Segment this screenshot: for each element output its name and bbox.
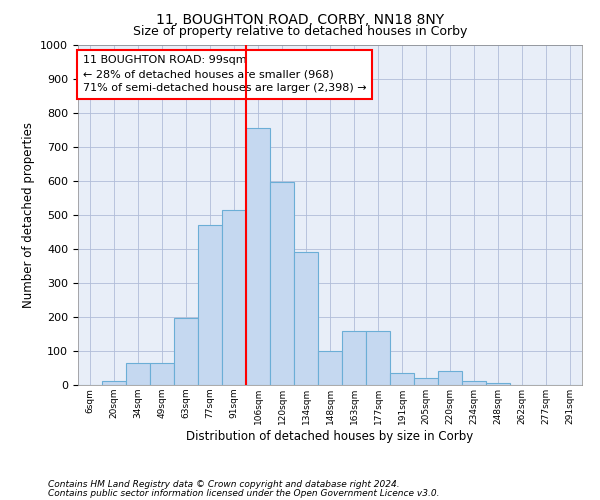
- Bar: [342, 330, 366, 385]
- Bar: [222, 210, 246, 385]
- Text: 11 BOUGHTON ROAD: 99sqm
← 28% of detached houses are smaller (968)
71% of semi-d: 11 BOUGHTON ROAD: 99sqm ← 28% of detache…: [83, 55, 367, 93]
- Text: Contains public sector information licensed under the Open Government Licence v3: Contains public sector information licen…: [48, 488, 439, 498]
- Bar: [366, 330, 390, 385]
- Bar: [174, 318, 198, 385]
- Bar: [150, 363, 174, 385]
- Bar: [318, 351, 342, 385]
- Bar: [246, 128, 270, 385]
- Bar: [198, 225, 222, 385]
- Bar: [414, 378, 438, 385]
- Bar: [390, 373, 414, 385]
- Bar: [486, 382, 510, 385]
- Text: Contains HM Land Registry data © Crown copyright and database right 2024.: Contains HM Land Registry data © Crown c…: [48, 480, 400, 489]
- Bar: [102, 381, 126, 385]
- Bar: [438, 370, 462, 385]
- X-axis label: Distribution of detached houses by size in Corby: Distribution of detached houses by size …: [187, 430, 473, 442]
- Bar: [270, 182, 294, 385]
- Text: Size of property relative to detached houses in Corby: Size of property relative to detached ho…: [133, 25, 467, 38]
- Y-axis label: Number of detached properties: Number of detached properties: [22, 122, 35, 308]
- Bar: [294, 252, 318, 385]
- Bar: [126, 363, 150, 385]
- Text: 11, BOUGHTON ROAD, CORBY, NN18 8NY: 11, BOUGHTON ROAD, CORBY, NN18 8NY: [156, 12, 444, 26]
- Bar: [462, 381, 486, 385]
